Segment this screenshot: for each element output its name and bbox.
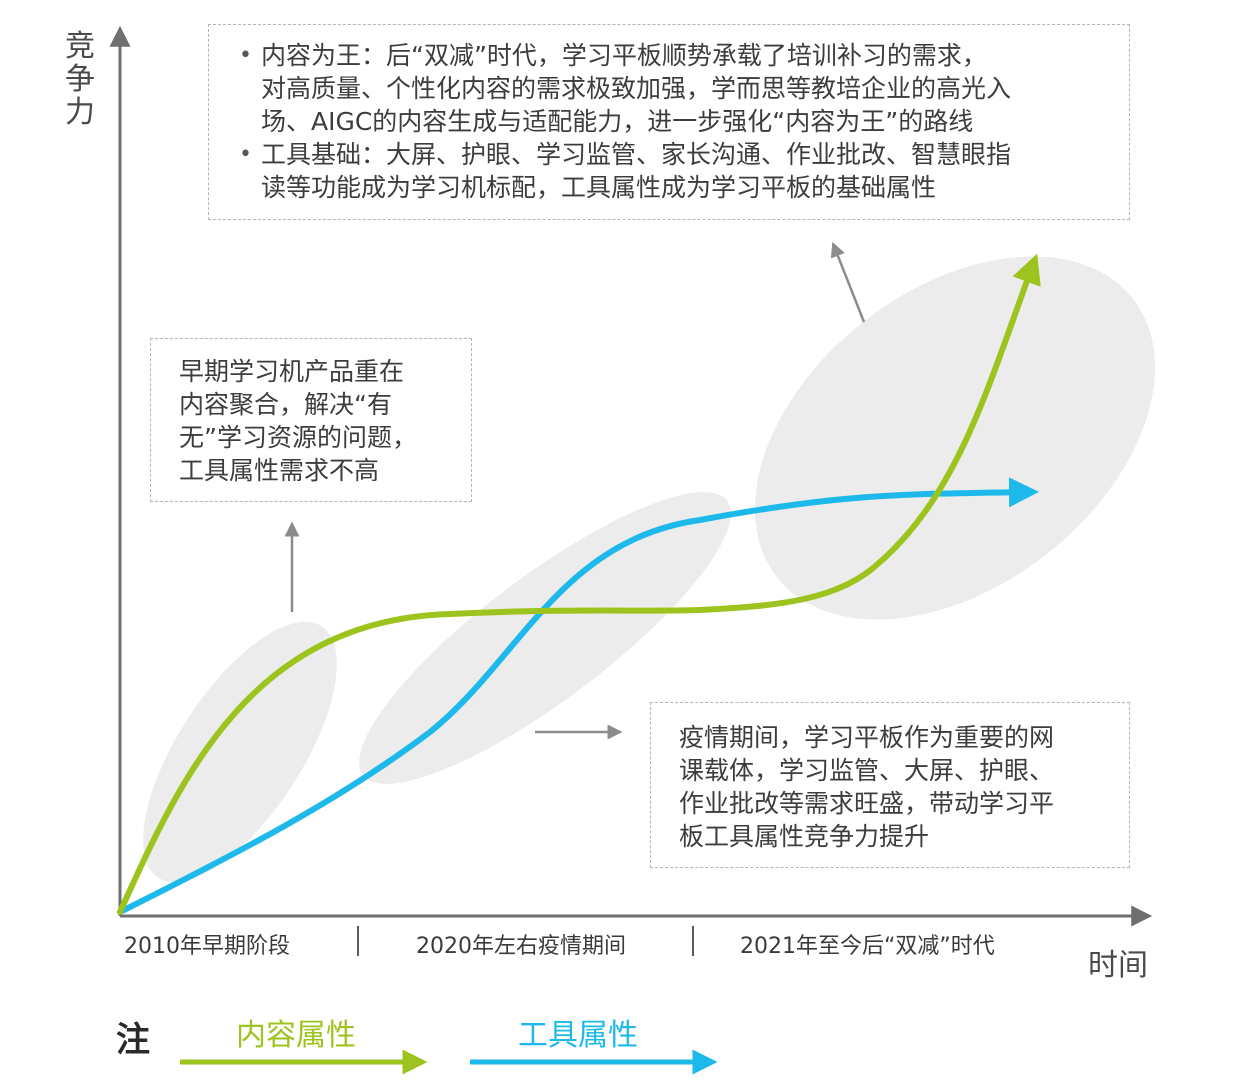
tool-attribute-curve [117,477,1039,915]
note-line: 对高质量、个性化内容的需求极致加强，学而思等教培企业的高光入 [261,74,1012,103]
note-pandemic: 疫情期间，学习平板作为重要的网 课载体，学习监管、大屏、护眼、 作业批改等需求旺… [650,702,1130,868]
legend-label-tool: 工具属性 [518,1018,638,1053]
note-line: 工具属性需求不高 [179,456,380,485]
bullet-glyph: • [239,43,252,68]
note-bullet-content-king: • 内容为王：后“双减”时代，学习平板顺势承载了培训补习的需求， 对高质量、个性… [237,39,1129,138]
legend-label-content: 内容属性 [236,1018,356,1053]
x-axis-label: 时间 [1088,948,1148,983]
halo-double-reduction [754,256,1156,620]
note-line: 疫情期间，学习平板作为重要的网 [679,723,1055,752]
note-line: 无”学习资源的问题， [179,423,417,452]
halo-early [143,621,337,883]
pointer-arrow-top [830,241,866,323]
note-line: 板工具属性竞争力提升 [679,822,930,851]
note-double-reduction: • 内容为王：后“双减”时代，学习平板顺势承载了培训补习的需求， 对高质量、个性… [208,24,1130,220]
bullet-glyph: • [239,142,252,167]
note-line: 内容聚合，解决“有 [179,390,392,419]
note-early-stage: 早期学习机产品重在 内容聚合，解决“有 无”学习资源的问题， 工具属性需求不高 [150,338,472,502]
note-line: 作业批改等需求旺盛，带动学习平 [679,789,1055,818]
period-label: 2021年至今后“双减”时代 [740,934,995,959]
note-line: 读等功能成为学习机标配，工具属性成为学习平板的基础属性 [261,173,937,202]
period-label: 2010年早期阶段 [124,934,290,959]
content-attribute-curve [117,253,1041,915]
note-line: 内容为王：后“双减”时代，学习平板顺势承载了培训补习的需求， [261,41,987,70]
note-line: 课载体，学习监管、大屏、护眼、 [679,756,1055,785]
y-axis-label: 竞争力 [65,29,95,130]
note-line: 工具基础：大屏、护眼、学习监管、家长沟通、作业批改、智慧眼指 [261,140,1012,169]
legend-title: 注 [116,1020,150,1060]
note-bullet-tool-basis: • 工具基础：大屏、护眼、学习监管、家长沟通、作业批改、智慧眼指 读等功能成为学… [237,138,1129,204]
period-label: 2020年左右疫情期间 [416,934,626,959]
note-line: 场、AIGC的内容生成与适配能力，进一步强化“内容为王”的路线 [261,107,974,136]
note-line: 早期学习机产品重在 [179,357,405,386]
